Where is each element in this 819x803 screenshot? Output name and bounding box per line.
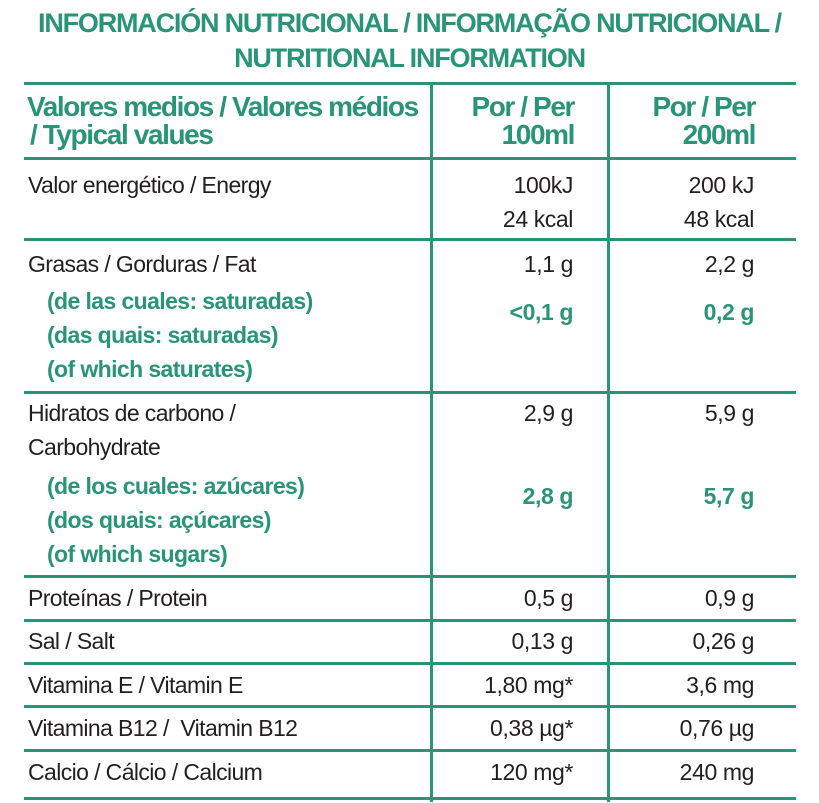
calcium-200: 240 mg bbox=[679, 759, 755, 785]
protein-label: Proteínas / Protein bbox=[28, 585, 208, 611]
saturates-label-es: (de las cuales: saturadas) bbox=[47, 288, 313, 314]
header-label-2: / Typical values bbox=[30, 119, 214, 150]
vitamin-e-200: 3,6 mg bbox=[686, 672, 754, 698]
salt-label: Sal / Salt bbox=[28, 628, 115, 654]
header-col2-1: Por / Per bbox=[652, 91, 756, 122]
fat-label: Grasas / Gorduras / Fat bbox=[28, 251, 256, 277]
sugars-100: 2,8 g bbox=[522, 483, 574, 509]
header-col2-2: 200ml bbox=[682, 119, 757, 150]
saturates-label-pt: (das quais: saturadas) bbox=[47, 322, 279, 348]
protein-100: 0,5 g bbox=[523, 585, 574, 611]
rule-protein bbox=[24, 619, 796, 622]
protein-200: 0,9 g bbox=[704, 585, 755, 611]
sugars-label-pt: (dos quais: açúcares) bbox=[47, 507, 271, 533]
saturates-100: <0,1 g bbox=[509, 299, 574, 325]
calcium-label: Calcio / Cálcio / Calcium bbox=[28, 759, 263, 785]
rule-energy bbox=[24, 238, 796, 241]
rule-vite bbox=[24, 705, 796, 708]
energy-100-kcal: 24 kcal bbox=[502, 206, 573, 232]
vitamin-e-label: Vitamina E / Vitamin E bbox=[28, 672, 243, 698]
header-col1-2: 100ml bbox=[501, 119, 576, 150]
vitamin-e-100: 1,80 mg* bbox=[484, 672, 573, 698]
energy-label: Valor energético / Energy bbox=[28, 172, 271, 198]
header-label-1: Valores medios / Valores médios bbox=[27, 91, 419, 122]
col-divider-2 bbox=[607, 82, 610, 802]
sugars-200: 5,7 g bbox=[703, 483, 755, 509]
saturates-label-en: (of which saturates) bbox=[47, 356, 253, 382]
vitamin-b12-label: Vitamina B12 / Vitamin B12 bbox=[28, 715, 298, 741]
title-line-2: NUTRITIONAL INFORMATION bbox=[234, 43, 586, 73]
title-line-1: INFORMACIÓN NUTRICIONAL / INFORMAÇÃO NUT… bbox=[38, 8, 782, 38]
carb-100: 2,9 g bbox=[523, 400, 574, 426]
fat-100: 1,1 g bbox=[523, 251, 574, 277]
carb-label-2: Carbohydrate bbox=[28, 434, 161, 460]
rule-top bbox=[24, 82, 796, 85]
energy-200-kj: 200 kJ bbox=[688, 172, 755, 198]
header-col1-1: Por / Per bbox=[471, 91, 575, 122]
salt-200: 0,26 g bbox=[692, 628, 754, 654]
fat-200: 2,2 g bbox=[704, 251, 755, 277]
sugars-label-es: (de los cuales: azúcares) bbox=[47, 473, 305, 499]
col-divider-1 bbox=[430, 82, 433, 802]
rule-vitb12 bbox=[24, 749, 796, 752]
energy-100-kj: 100kJ bbox=[513, 172, 574, 198]
rule-header bbox=[24, 157, 796, 160]
rule-fat bbox=[24, 391, 796, 394]
saturates-200: 0,2 g bbox=[703, 299, 755, 325]
rule-carb bbox=[24, 575, 796, 578]
vitamin-b12-100: 0,38 µg* bbox=[490, 715, 573, 741]
vitamin-b12-200: 0,76 µg bbox=[679, 715, 755, 741]
carb-200: 5,9 g bbox=[704, 400, 755, 426]
energy-200-kcal: 48 kcal bbox=[683, 206, 754, 232]
rule-salt bbox=[24, 662, 796, 665]
sugars-label-en: (of which sugars) bbox=[47, 541, 228, 567]
carb-label-1: Hidratos de carbono / bbox=[28, 400, 236, 426]
calcium-100: 120 mg* bbox=[490, 759, 573, 785]
rule-bottom bbox=[24, 797, 796, 800]
salt-100: 0,13 g bbox=[511, 628, 573, 654]
